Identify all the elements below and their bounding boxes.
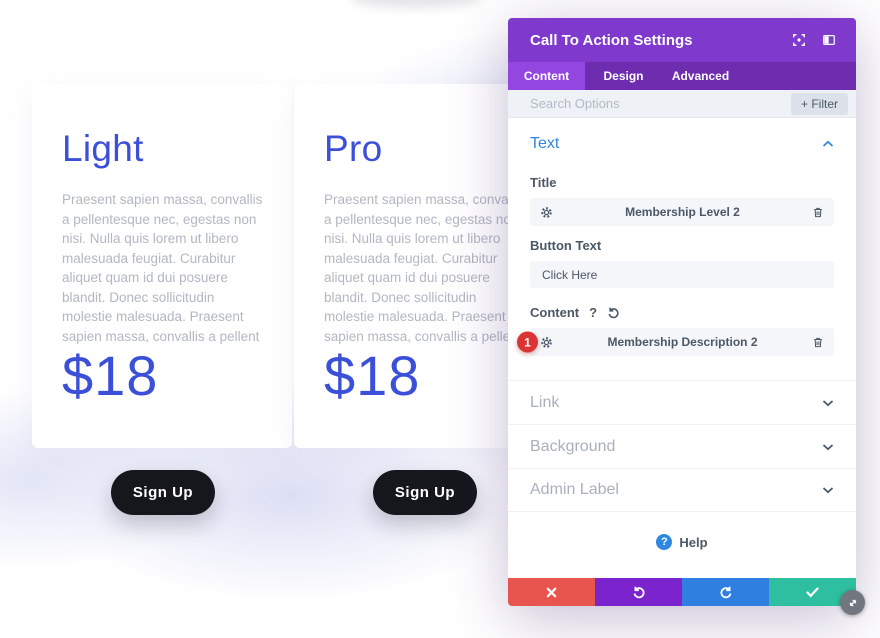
content-field-value: Membership Description 2 xyxy=(607,335,758,349)
signup-button-pro[interactable]: Sign Up xyxy=(373,470,477,515)
undo-button[interactable] xyxy=(595,578,682,606)
trash-icon[interactable] xyxy=(812,206,824,219)
help-circle-icon: ? xyxy=(656,534,673,550)
card-description: Praesent sapien massa, convallis a pelle… xyxy=(324,192,525,344)
section-admin-label-toggle[interactable]: Admin Label xyxy=(508,468,856,512)
chevron-down-icon xyxy=(822,481,834,499)
modal-content: Text Title Membership Level 2 Button Tex… xyxy=(508,118,856,356)
chevron-down-icon xyxy=(822,394,834,412)
text-section-toggle[interactable]: Text xyxy=(530,118,834,163)
title-dynamic-field[interactable]: Membership Level 2 xyxy=(530,198,834,226)
section-label: Admin Label xyxy=(530,481,619,498)
gear-icon[interactable] xyxy=(540,336,553,349)
content-dynamic-field[interactable]: 1 Membership Description 2 xyxy=(517,328,834,356)
content-field-label-row: Content ? xyxy=(530,305,834,320)
section-background-toggle[interactable]: Background xyxy=(508,424,856,468)
help-label: Help xyxy=(679,534,708,550)
split-view-icon[interactable] xyxy=(814,25,844,55)
tab-design[interactable]: Design xyxy=(603,69,644,83)
card-title: Pro xyxy=(324,128,383,169)
search-options-input[interactable] xyxy=(530,96,791,111)
collapsed-sections: Link Background Admin Label xyxy=(508,380,856,512)
gear-icon[interactable] xyxy=(540,206,553,219)
tab-content[interactable]: Content xyxy=(508,62,585,90)
button-text-input[interactable] xyxy=(530,261,834,288)
section-label: Link xyxy=(530,393,560,411)
section-link-toggle[interactable]: Link xyxy=(508,380,856,424)
section-label: Background xyxy=(530,437,616,455)
card-price: $18 xyxy=(62,344,159,407)
title-field-value: Membership Level 2 xyxy=(625,205,740,219)
modal-footer xyxy=(508,578,856,606)
title-field-label: Title xyxy=(530,175,557,190)
options-search-row: + Filter xyxy=(508,90,856,118)
top-element-shadow xyxy=(350,0,482,8)
change-count-badge: 1 xyxy=(517,331,538,353)
expand-modal-icon[interactable] xyxy=(784,25,814,55)
trash-icon[interactable] xyxy=(812,336,824,349)
filter-button[interactable]: + Filter xyxy=(790,92,848,115)
modal-tabbar: Content Design Advanced xyxy=(508,62,856,90)
tab-advanced[interactable]: Advanced xyxy=(671,69,730,83)
chevron-down-icon xyxy=(822,438,834,456)
settings-modal: Call To Action Settings Content Design A… xyxy=(508,18,856,606)
card-description: Praesent sapien massa, convallis a pelle… xyxy=(62,192,263,344)
content-field-label: Content xyxy=(530,305,580,320)
chevron-up-icon xyxy=(822,135,834,153)
redo-button[interactable] xyxy=(682,578,769,606)
resize-handle[interactable] xyxy=(840,590,865,615)
text-section-title: Text xyxy=(530,135,560,152)
reset-icon[interactable] xyxy=(607,306,620,319)
card-title: Light xyxy=(62,128,144,169)
pricing-card-light: Light Praesent sapien massa, convallis a… xyxy=(32,84,292,448)
signup-button-light[interactable]: Sign Up xyxy=(111,470,215,515)
discard-button[interactable] xyxy=(508,578,595,606)
help-question-icon[interactable]: ? xyxy=(589,305,598,320)
modal-title: Call To Action Settings xyxy=(530,31,693,49)
card-price: $18 xyxy=(324,344,421,407)
help-link[interactable]: ? Help xyxy=(508,512,856,572)
modal-header[interactable]: Call To Action Settings xyxy=(508,18,856,62)
button-text-field-label: Button Text xyxy=(530,238,602,253)
